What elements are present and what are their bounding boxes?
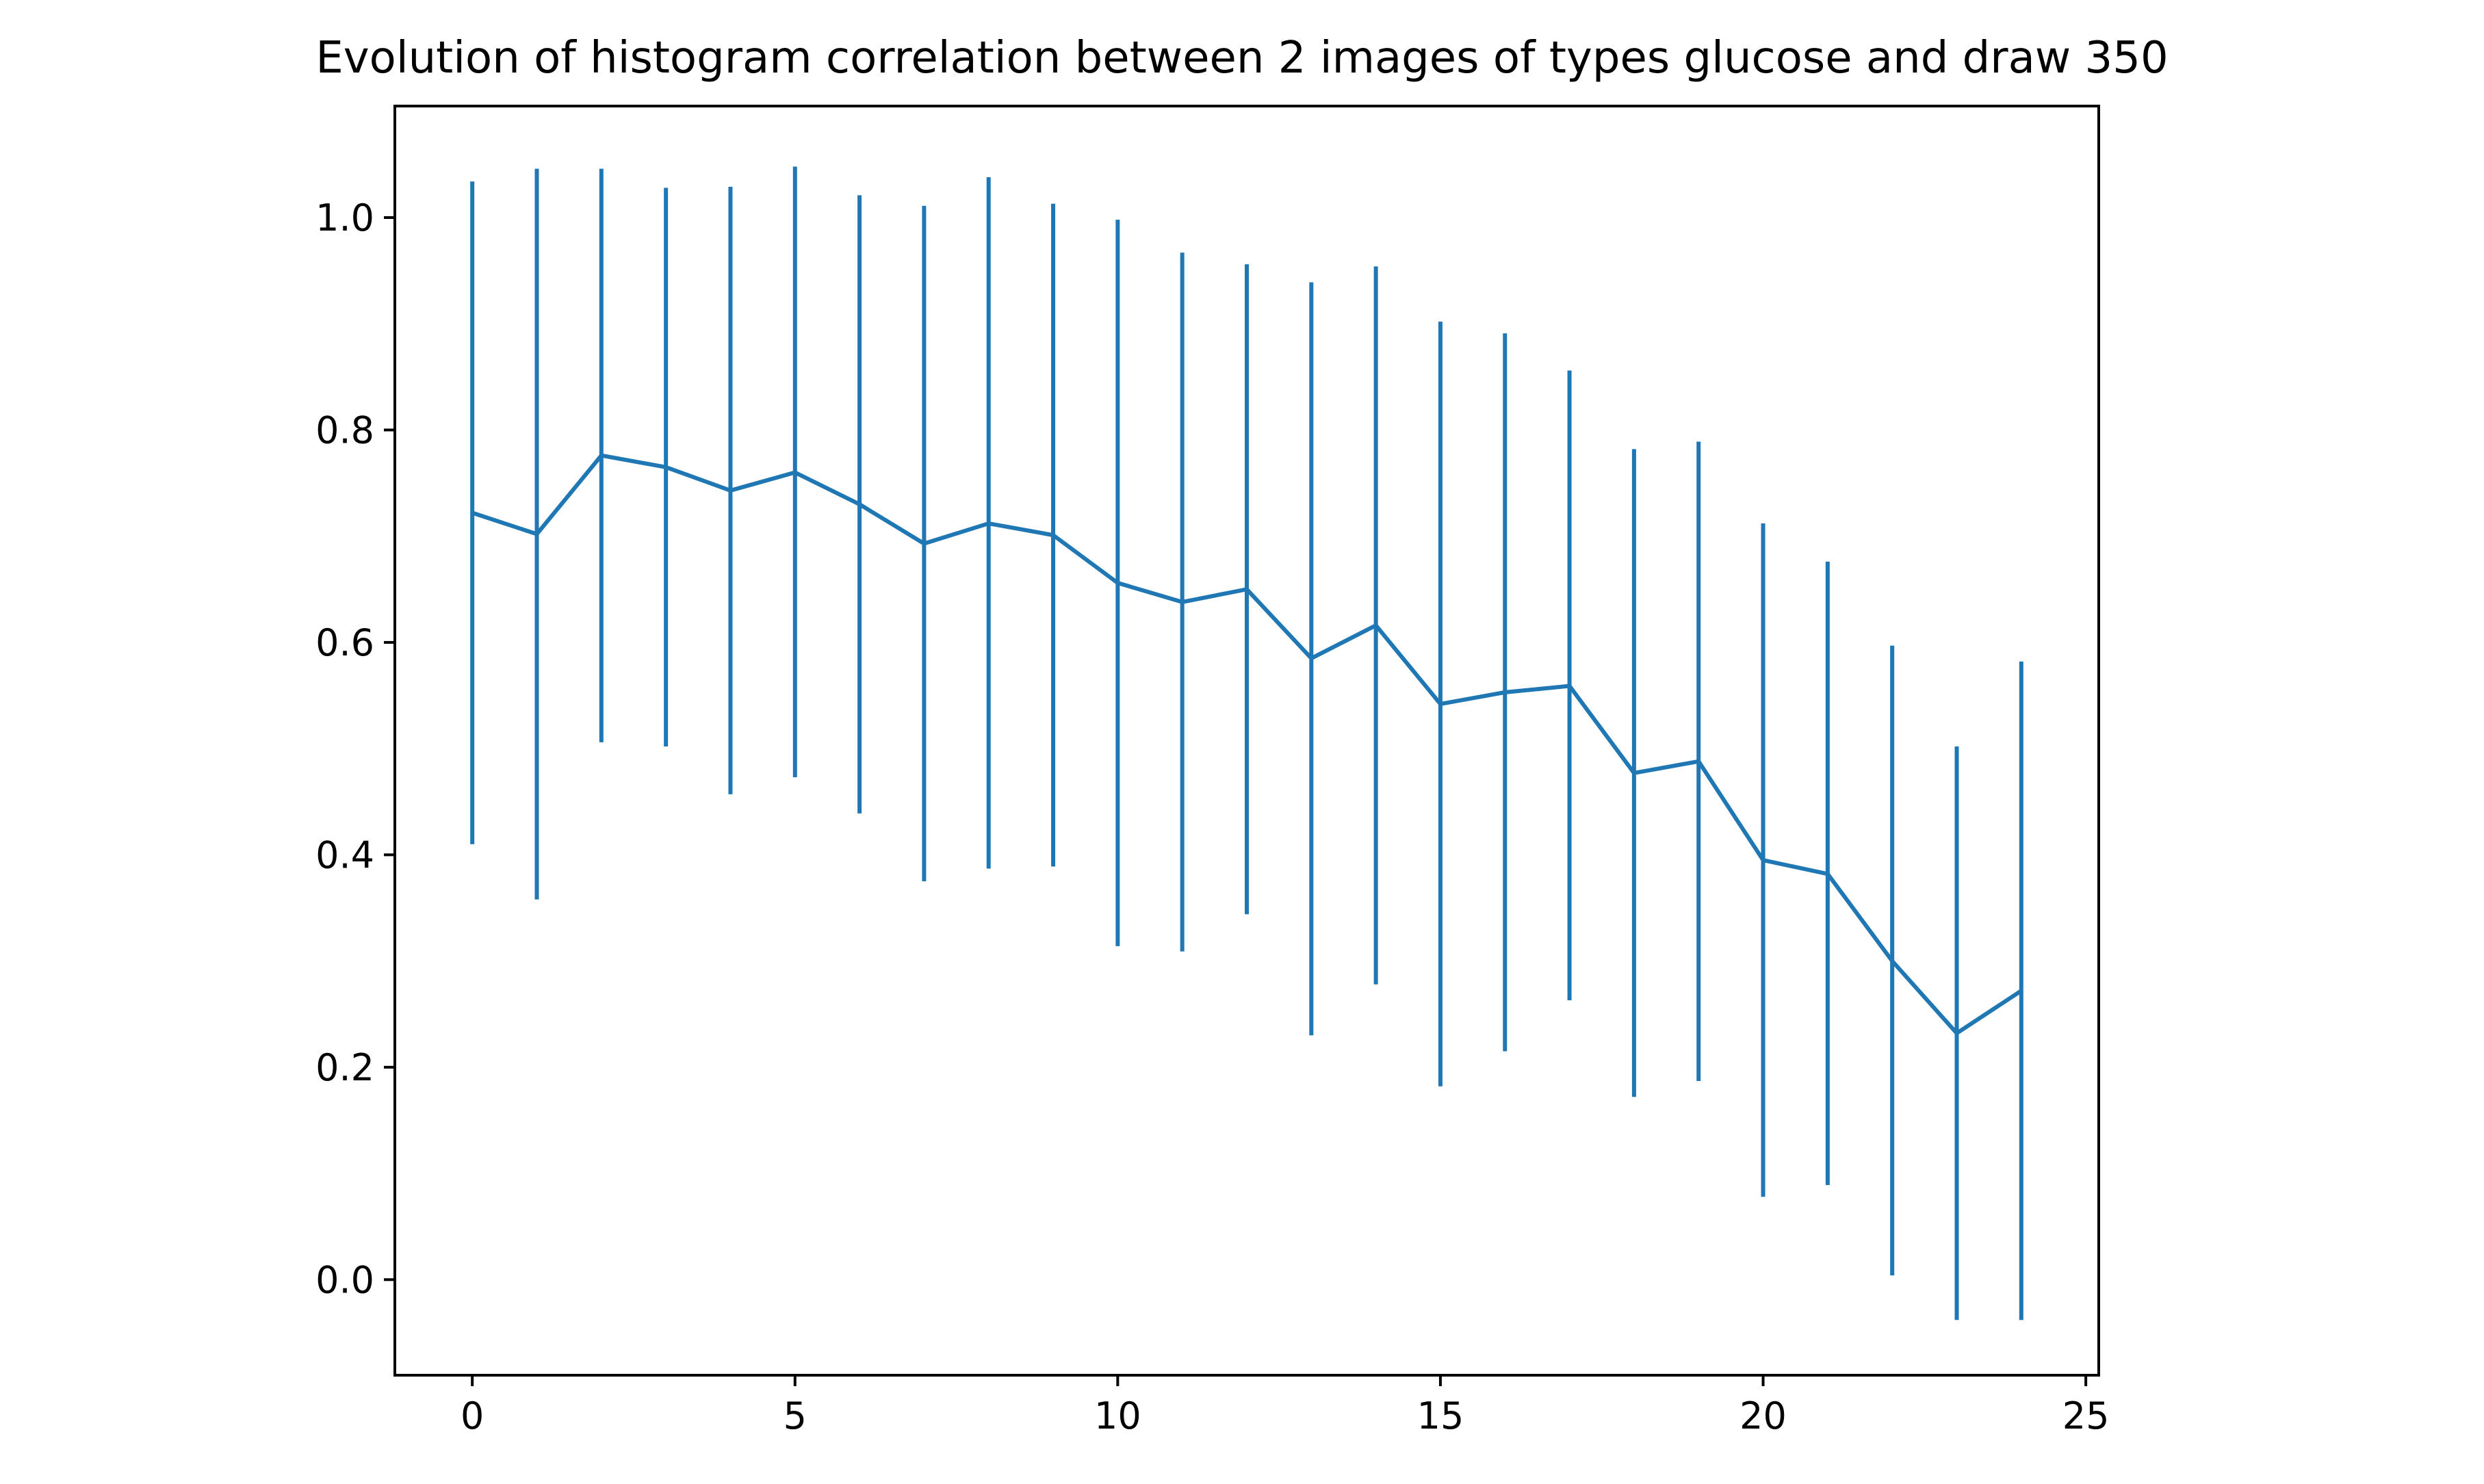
x-tick-label: 0	[461, 1394, 484, 1437]
plot-frame	[393, 105, 2100, 1377]
x-tick-label: 15	[1417, 1394, 1464, 1437]
y-axis: 0.0 0.2 0.4 0.6 0.8 1.0	[315, 196, 395, 1301]
x-tick-label: 25	[2062, 1394, 2110, 1437]
error-bars	[470, 166, 2023, 1320]
x-tick-label: 20	[1739, 1394, 1787, 1437]
x-tick-label: 5	[784, 1394, 807, 1437]
y-tick-label: 0.2	[315, 1046, 374, 1089]
y-tick-label: 0.0	[315, 1258, 374, 1301]
chart-title: Evolution of histogram correlation betwe…	[315, 33, 2168, 83]
y-tick-label: 0.4	[315, 833, 374, 876]
x-tick-label: 10	[1094, 1394, 1141, 1437]
y-tick-label: 1.0	[315, 196, 374, 239]
y-tick-label: 0.6	[315, 621, 374, 664]
x-axis: 0 5 10 15 20 25	[461, 1375, 2109, 1437]
series-line	[471, 453, 2023, 1036]
y-tick-label: 0.8	[315, 408, 374, 452]
